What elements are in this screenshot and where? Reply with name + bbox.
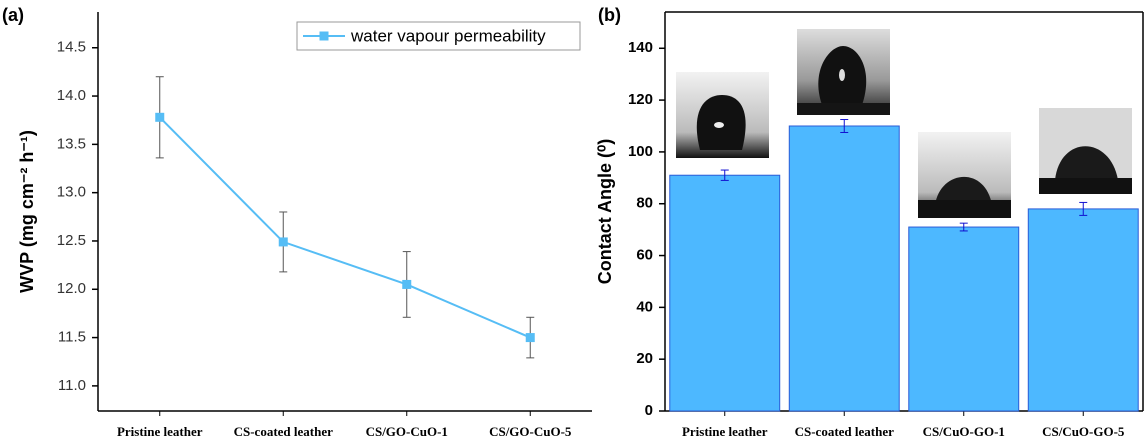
legend-marker — [319, 31, 329, 41]
x-tick-label: CS/GO-CuO-5 — [489, 424, 572, 439]
y-tick-label: 140 — [628, 39, 653, 56]
bar — [669, 174, 781, 412]
panel-label: (a) — [2, 5, 24, 25]
bar — [908, 226, 1020, 412]
x-tick-label: CS/GO-CuO-1 — [366, 424, 448, 439]
photo — [797, 29, 890, 115]
y-tick-label: 120 — [628, 91, 653, 108]
point — [155, 112, 165, 122]
x-tick-label: CS-coated leather — [795, 424, 895, 439]
y-axis-title: WVP (mg cm⁻² h⁻¹) — [17, 130, 37, 293]
x-tick-label: CS-coated leather — [234, 424, 334, 439]
point — [402, 279, 412, 289]
y-tick-label: 80 — [636, 195, 653, 212]
y-tick-label: 13.0 — [57, 184, 86, 201]
x-tick-label: CS/CuO-GO-5 — [1042, 424, 1125, 439]
x-tick-label: CS/CuO-GO-1 — [923, 424, 1005, 439]
y-tick-label: 12.5 — [57, 232, 86, 249]
y-tick-label: 13.5 — [57, 135, 86, 152]
y-tick-label: 100 — [628, 143, 653, 160]
photo — [676, 72, 769, 158]
error-bar — [959, 222, 968, 232]
error-bar — [720, 169, 729, 181]
y-tick-label: 20 — [636, 350, 653, 367]
point — [525, 333, 535, 343]
photo — [1039, 108, 1132, 194]
y-tick-label: 12.0 — [57, 280, 86, 297]
droplet-photos — [676, 29, 1132, 218]
y-tick-label: 40 — [636, 298, 653, 315]
error-bar — [840, 119, 849, 133]
y-axis-title: Contact Angle (⁰) — [595, 139, 615, 285]
y-tick-label: 14.5 — [57, 39, 86, 56]
photo — [918, 132, 1011, 218]
legend-label: water vapour permeability — [350, 26, 546, 45]
point — [278, 237, 288, 247]
y-tick-label: 14.0 — [57, 87, 86, 104]
y-tick-label: 0 — [645, 402, 653, 419]
y-tick-label: 11.5 — [58, 329, 86, 346]
bar — [788, 125, 900, 412]
error-bar — [1079, 201, 1088, 216]
plots: 11.0 11.5 12.0 12.5 13.0 13.5 14.0 14.5 WVP (mg … — [17, 11, 1144, 439]
y-tick-label: 60 — [636, 247, 653, 264]
x-tick-label: Pristine leather — [682, 424, 768, 439]
series-line — [159, 116, 531, 339]
y-tick-label: 11.0 — [58, 377, 86, 394]
bar — [1027, 208, 1139, 412]
panel-label: (b) — [598, 5, 621, 25]
x-tick-label: Pristine leather — [117, 424, 203, 439]
